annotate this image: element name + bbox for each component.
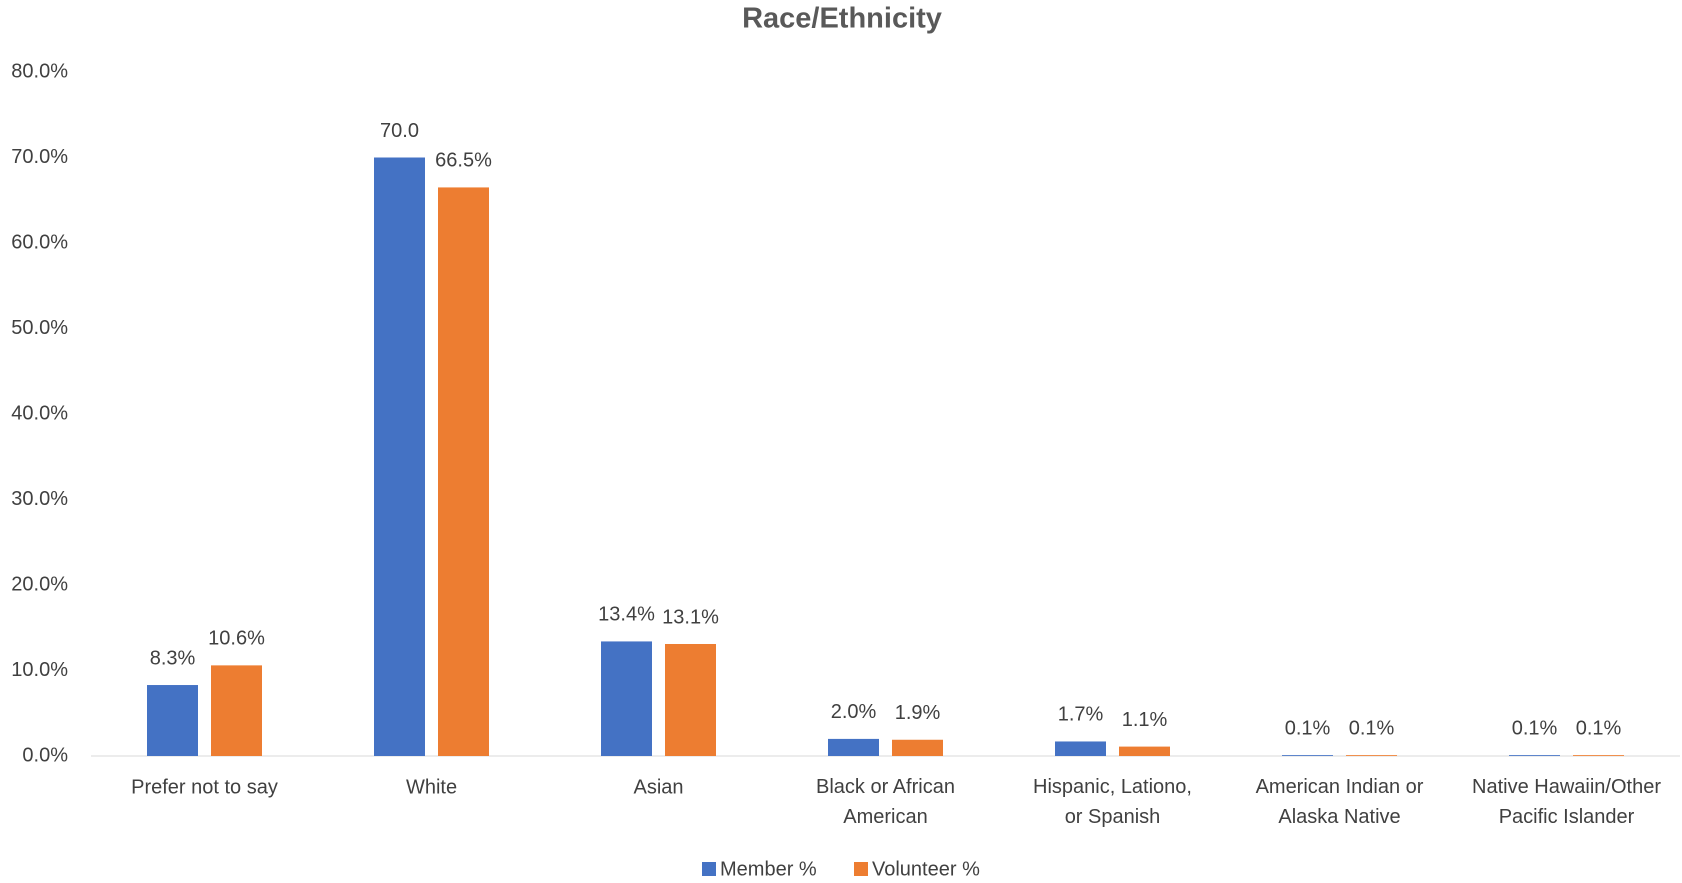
data-label: 1.9%: [895, 702, 941, 724]
y-tick-label: 30.0%: [11, 488, 68, 510]
legend-label: Member %: [720, 858, 817, 880]
bar: [1282, 755, 1333, 756]
y-tick-label: 80.0%: [11, 60, 68, 82]
bar: [828, 738, 879, 756]
bar: [665, 643, 716, 756]
x-tick-label: Native Hawaiin/Other Pacific Islander: [1472, 776, 1661, 828]
x-tick-label: Black or African American: [816, 776, 955, 828]
legend-swatch: [702, 862, 716, 876]
data-label: 1.7%: [1058, 704, 1104, 726]
y-tick-label: 40.0%: [11, 402, 68, 424]
data-label: 10.6%: [208, 628, 265, 650]
data-label: 0.1%: [1285, 717, 1331, 739]
x-tick-label: Hispanic, Lationo, or Spanish: [1033, 776, 1192, 828]
data-label: 0.1%: [1349, 717, 1395, 739]
y-tick-label: 10.0%: [11, 659, 68, 681]
bar: [1573, 755, 1624, 756]
x-tick-label: White: [406, 776, 457, 798]
data-label: 13.1%: [662, 606, 719, 628]
data-label: 66.5%: [435, 150, 492, 172]
bar: [1055, 741, 1106, 756]
data-label: 0.1%: [1576, 717, 1622, 739]
y-tick-label: 60.0%: [11, 231, 68, 253]
bar: [1119, 746, 1170, 756]
bar: [374, 157, 425, 756]
data-label: 2.0%: [831, 701, 877, 723]
y-tick-label: 20.0%: [11, 573, 68, 595]
x-tick-label: Asian: [633, 776, 683, 798]
data-label: 1.1%: [1122, 709, 1168, 731]
x-tick-label: American Indian or Alaska Native: [1256, 776, 1424, 828]
data-label: 8.3%: [150, 647, 196, 669]
y-tick-label: 0.0%: [22, 744, 68, 766]
bar: [1346, 755, 1397, 756]
data-label: 0.1%: [1512, 717, 1558, 739]
data-label: 70.0: [380, 120, 419, 142]
y-tick-label: 70.0%: [11, 146, 68, 168]
y-tick-label: 50.0%: [11, 317, 68, 339]
x-tick-label: Prefer not to say: [131, 776, 278, 798]
bar: [892, 739, 943, 756]
bar: [601, 641, 652, 756]
bar: [1509, 755, 1560, 756]
chart-title: Race/Ethnicity: [742, 3, 942, 35]
legend-swatch: [854, 862, 868, 876]
legend-label: Volunteer %: [872, 858, 980, 880]
bar: [211, 665, 262, 756]
bar: [147, 685, 198, 756]
bar: [438, 187, 489, 757]
data-label: 13.4%: [598, 604, 655, 626]
